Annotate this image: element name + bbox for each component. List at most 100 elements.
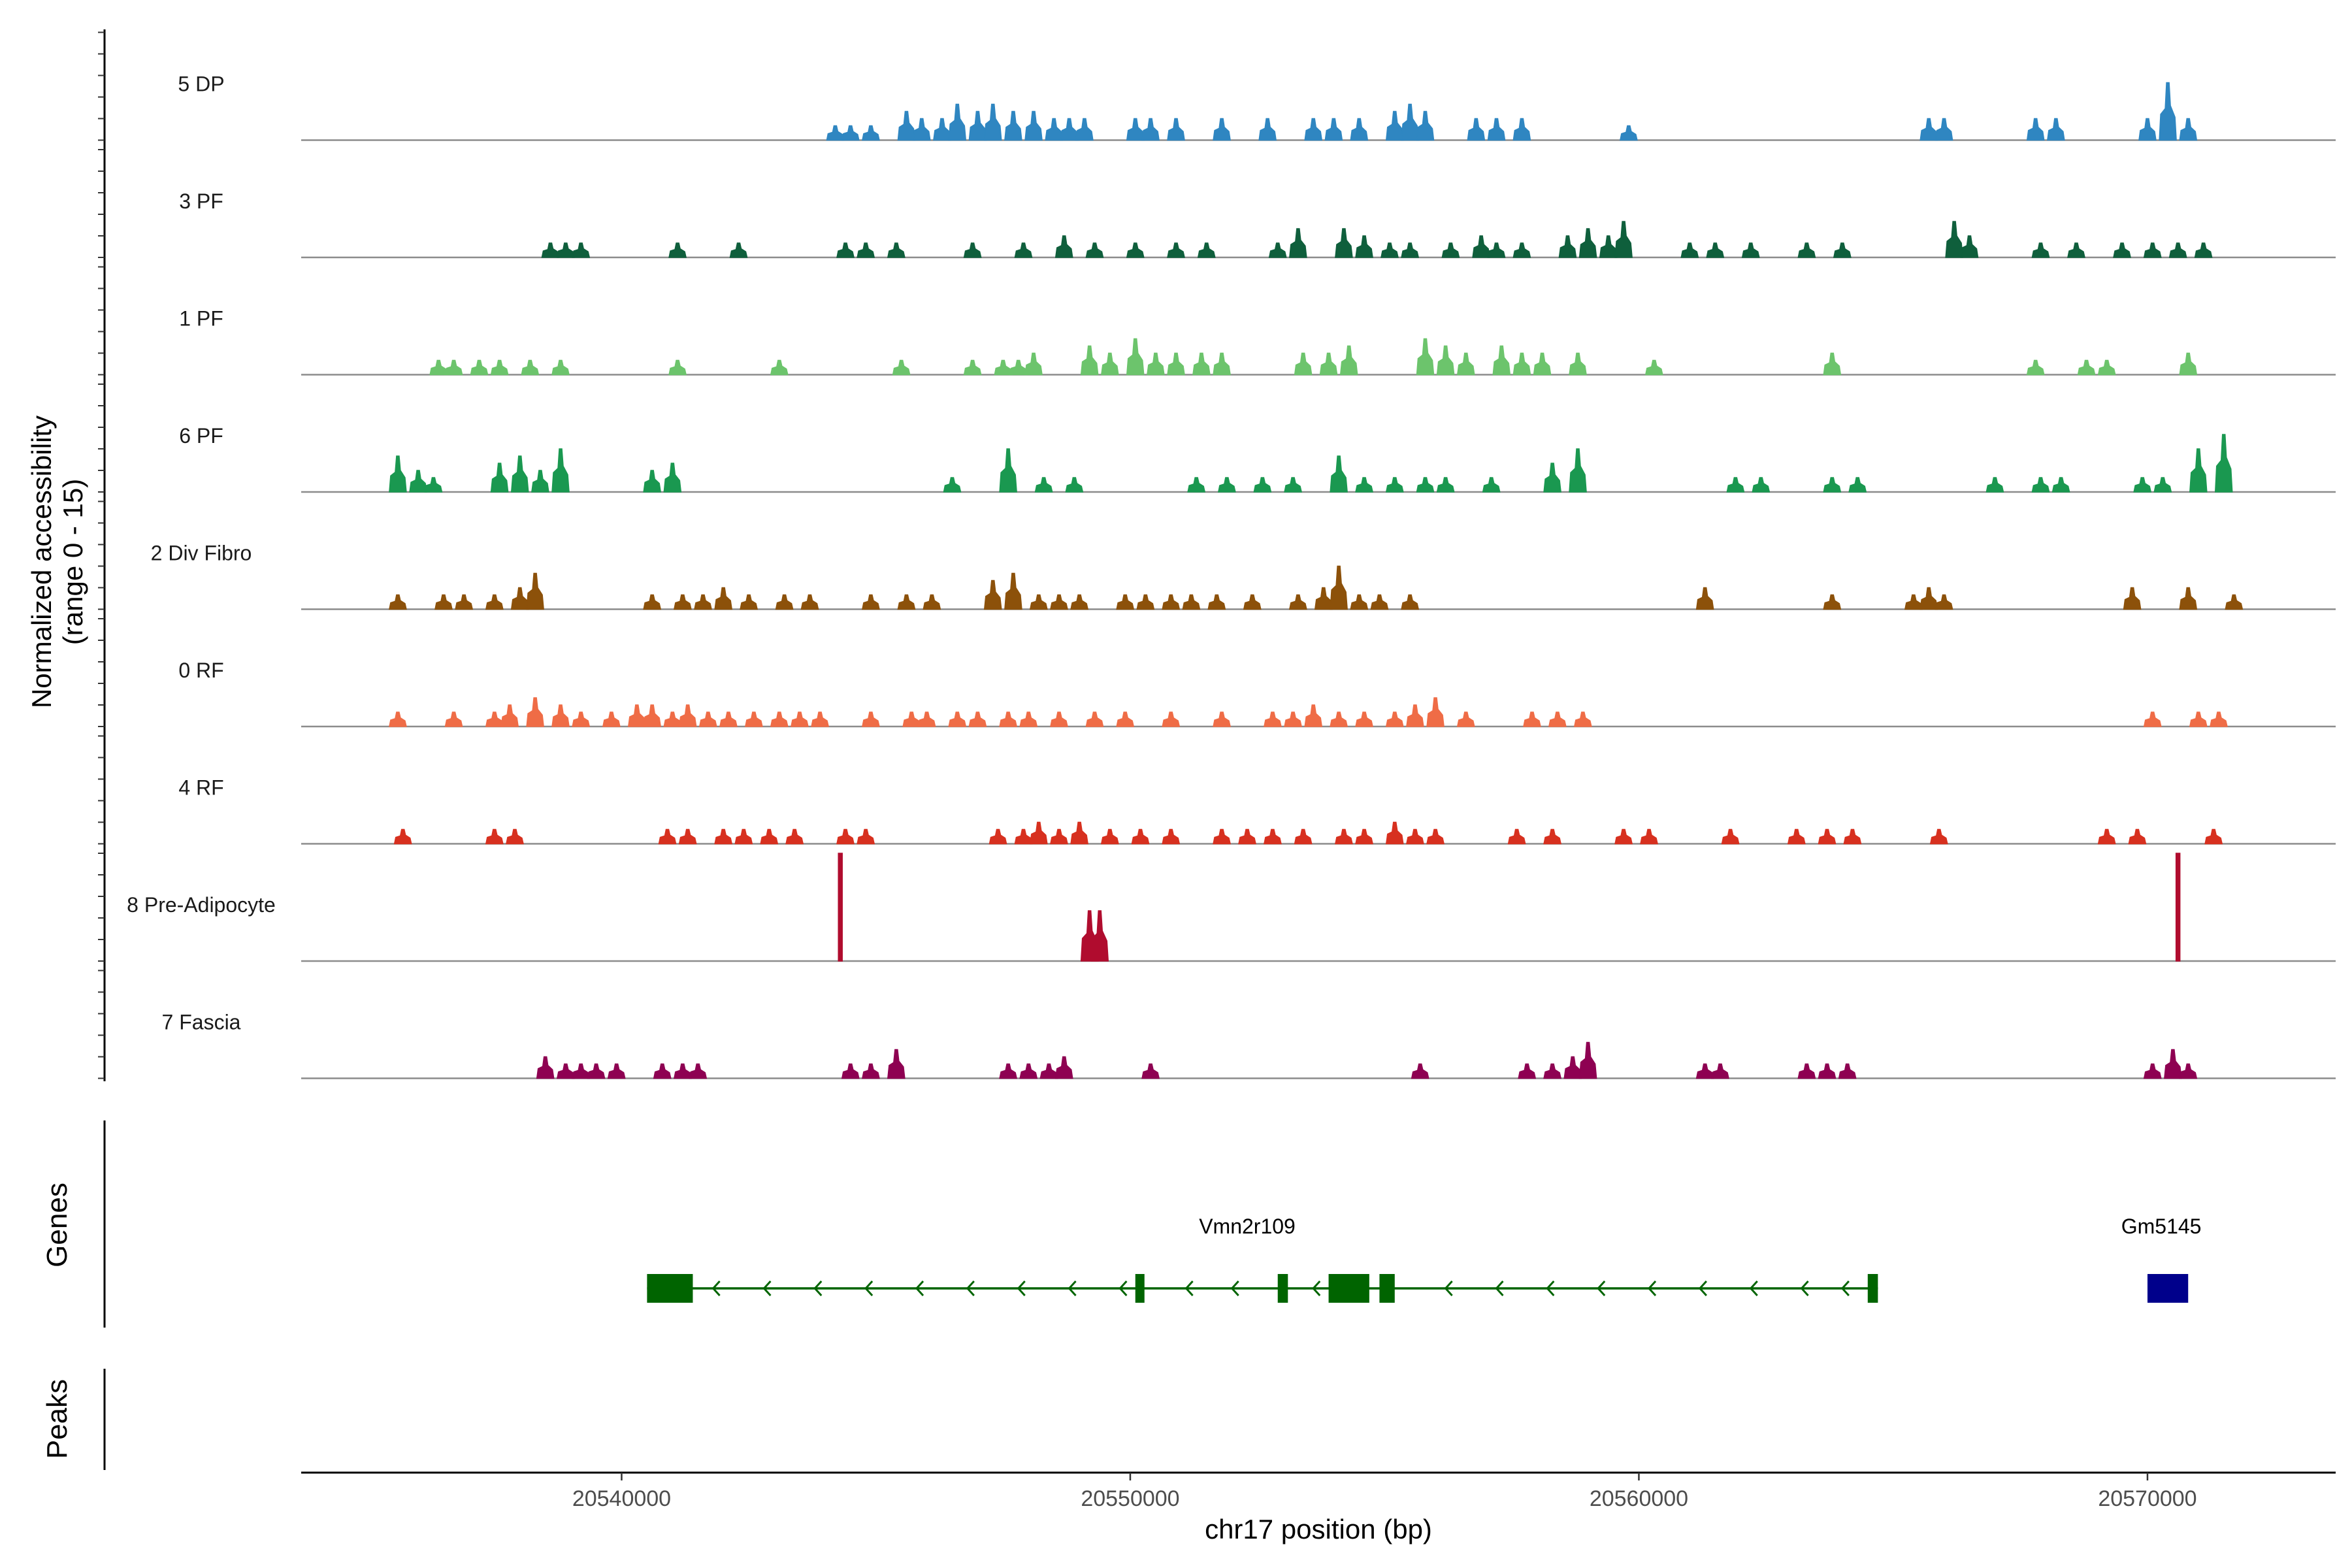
coverage-peak	[1848, 477, 1867, 493]
coverage-peak	[1578, 1041, 1597, 1079]
coverage-peak	[1441, 242, 1460, 258]
coverage-peak	[892, 359, 911, 376]
coverage-peak	[760, 828, 779, 845]
x-axis-tick-label: 20560000	[1590, 1486, 1688, 1511]
track-label: 7 Fascia	[162, 1011, 241, 1034]
coverage-peak	[963, 242, 982, 258]
coverage-peak	[1284, 711, 1303, 727]
coverage-peak	[1029, 821, 1048, 845]
coverage-peak	[988, 828, 1007, 845]
track-label: 1 PF	[179, 307, 223, 331]
coverage-peak	[2179, 1063, 2198, 1079]
coverage-peak	[455, 594, 474, 610]
coverage-peak	[536, 1056, 555, 1079]
coverage-peak	[1213, 711, 1232, 727]
coverage-peak	[811, 711, 830, 727]
coverage-peak	[857, 828, 875, 845]
coverage-peak	[1004, 572, 1022, 610]
coverage-peak	[1823, 594, 1842, 610]
coverage-peak	[714, 587, 733, 610]
coverage-peak	[948, 711, 967, 727]
strand-arrow	[762, 1280, 772, 1297]
coverage-tracks	[301, 82, 2336, 1079]
coverage-peak	[862, 1063, 880, 1079]
coverage-peak	[2143, 1063, 2162, 1079]
coverage-peak	[1512, 242, 1531, 258]
coverage-peak	[1406, 704, 1424, 727]
coverage-peak	[902, 711, 921, 727]
coverage-peak	[698, 711, 717, 727]
coverage-peak	[1573, 711, 1592, 727]
coverage-peak	[2175, 853, 2181, 962]
coverage-peak	[1960, 235, 1979, 258]
coverage-peak	[2159, 82, 2177, 141]
coverage-peak	[862, 125, 880, 141]
coverage-peak	[775, 594, 794, 610]
coverage-peak	[1401, 103, 1419, 141]
coverage-track	[826, 82, 2198, 141]
coverage-peak	[1294, 352, 1313, 376]
coverage-peak	[2051, 477, 2070, 493]
strand-arrow	[1800, 1280, 1809, 1297]
accessibility-y-axis	[98, 29, 106, 1081]
strand-arrow	[1017, 1280, 1026, 1297]
coverage-peak	[1264, 828, 1282, 845]
coverage-peak	[1935, 594, 1953, 610]
coverage-peak	[2128, 828, 2147, 845]
coverage-peak	[1162, 828, 1181, 845]
coverage-peak	[510, 455, 529, 493]
coverage-peak	[551, 359, 570, 376]
coverage-peak	[572, 711, 591, 727]
coverage-peak	[1512, 352, 1531, 376]
coverage-peak	[2214, 434, 2233, 493]
coverage-peak	[1482, 477, 1501, 493]
track-labels: 5 DP 3 PF 1 PF 6 PF 2 Div Fibro 0 RF 4 RF 8 Pre…	[127, 73, 276, 1034]
coverage-peak	[694, 594, 712, 610]
coverage-peak	[1797, 242, 1816, 258]
coverage-peak	[1518, 1063, 1537, 1079]
coverage-peak	[1253, 477, 1272, 493]
strand-arrow	[1495, 1280, 1504, 1297]
coverage-peak	[607, 1063, 626, 1079]
coverage-peak	[541, 242, 560, 258]
track-label: 5 DP	[178, 73, 224, 96]
coverage-peak	[1019, 1063, 1038, 1079]
coverage-peak	[999, 448, 1017, 493]
coverage-peak	[1085, 242, 1104, 258]
coverage-peak	[1314, 587, 1333, 610]
coverage-peak	[1126, 338, 1145, 376]
coverage-peak	[1264, 711, 1282, 727]
coverage-peak	[526, 697, 544, 727]
coverage-peak	[1054, 235, 1073, 258]
coverage-peak	[2026, 118, 2045, 141]
coverage-peak	[897, 110, 916, 141]
track-label: 0 RF	[178, 659, 223, 682]
coverage-peak	[1370, 594, 1389, 610]
coverage-peak	[1339, 345, 1358, 376]
coverage-peak	[1614, 828, 1633, 845]
coverage-peak	[1147, 352, 1165, 376]
strand-arrow	[1184, 1280, 1194, 1297]
coverage-peak	[1243, 594, 1262, 610]
coverage-peak	[1070, 594, 1089, 610]
strand-arrow	[1312, 1280, 1321, 1297]
coverage-peak	[897, 594, 916, 610]
coverage-peak	[490, 463, 509, 493]
coverage-peak	[923, 594, 941, 610]
track-label: 6 PF	[179, 424, 223, 448]
coverage-peak	[572, 1063, 591, 1079]
y-axis-title-line-1: Normalized accessibility	[26, 416, 57, 708]
coverage-peak	[1192, 352, 1211, 376]
coverage-track	[838, 853, 2181, 962]
coverage-peak	[2133, 477, 2152, 493]
coverage-peak	[2179, 587, 2198, 610]
coverage-peak	[1136, 594, 1155, 610]
coverage-peak	[1304, 704, 1323, 727]
coverage-peak	[1217, 477, 1236, 493]
coverage-peak	[1578, 228, 1597, 258]
coverage-peak	[444, 359, 463, 376]
coverage-peak	[444, 711, 463, 727]
coverage-peak	[1050, 711, 1068, 727]
coverage-peak	[1100, 828, 1119, 845]
coverage-peak	[1289, 228, 1307, 258]
